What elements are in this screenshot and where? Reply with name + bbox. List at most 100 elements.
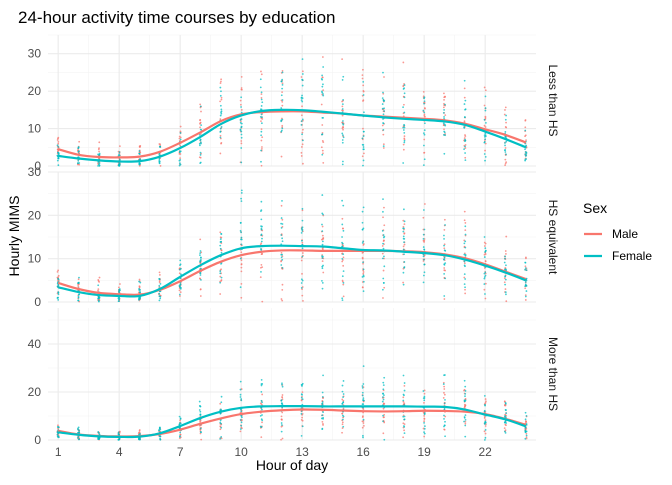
data-point <box>444 103 446 106</box>
data-point <box>463 148 465 151</box>
data-point <box>219 272 222 275</box>
data-point <box>423 415 426 417</box>
data-point <box>342 396 344 398</box>
legend: Sex Male Female <box>583 200 652 263</box>
data-point <box>260 97 263 99</box>
data-point <box>342 281 345 284</box>
data-point <box>504 106 507 109</box>
data-point <box>342 229 345 232</box>
data-point <box>505 235 508 238</box>
data-point <box>524 295 527 298</box>
data-point <box>240 266 243 269</box>
data-point <box>259 86 262 89</box>
data-point <box>281 218 284 221</box>
data-point <box>239 396 242 398</box>
data-point <box>259 78 262 81</box>
data-point <box>321 234 324 237</box>
data-point <box>403 227 405 230</box>
data-point <box>179 419 181 422</box>
data-point <box>280 120 283 123</box>
data-point <box>463 420 465 423</box>
x-tick-label: 16 <box>356 445 370 459</box>
data-point <box>219 425 222 428</box>
data-point <box>301 133 303 136</box>
data-point <box>341 141 344 144</box>
data-point <box>260 134 263 137</box>
data-point <box>505 268 507 271</box>
data-point <box>138 280 140 283</box>
data-point <box>77 150 80 153</box>
data-point <box>342 401 344 404</box>
data-point <box>341 257 344 260</box>
data-point <box>424 115 426 118</box>
data-point <box>403 232 406 235</box>
data-point <box>260 128 263 131</box>
data-point <box>179 157 182 159</box>
data-point <box>361 385 364 387</box>
data-point <box>220 80 222 83</box>
data-point <box>301 143 304 146</box>
panel-3: 0 20 40 More than HS <box>28 308 560 447</box>
data-point <box>382 420 384 423</box>
data-point <box>322 264 324 267</box>
data-point <box>362 135 365 138</box>
data-point <box>179 422 182 425</box>
data-point <box>381 97 384 100</box>
data-point <box>524 153 527 156</box>
data-point <box>179 144 182 147</box>
facet-strip-label: HS equivalent <box>546 200 560 275</box>
data-point <box>300 396 303 399</box>
data-point <box>219 293 222 295</box>
data-point <box>261 414 263 416</box>
data-point <box>321 212 324 215</box>
data-point <box>383 76 385 78</box>
data-point <box>484 403 486 406</box>
data-point <box>300 231 303 234</box>
data-point <box>504 423 507 426</box>
data-point <box>464 144 467 146</box>
data-point <box>423 248 426 251</box>
data-point <box>463 127 466 129</box>
data-point <box>57 291 60 294</box>
data-point <box>443 247 446 250</box>
data-point <box>423 395 426 398</box>
data-point <box>483 423 486 425</box>
data-point <box>240 259 243 262</box>
data-point <box>178 159 181 162</box>
data-point <box>301 393 303 396</box>
data-point <box>219 82 222 85</box>
data-point <box>423 102 425 105</box>
data-point <box>362 271 365 273</box>
data-point <box>483 276 486 278</box>
data-point <box>321 76 324 79</box>
data-point <box>402 106 404 109</box>
data-point <box>281 84 284 86</box>
data-point <box>321 282 324 284</box>
data-point <box>443 128 445 131</box>
data-point <box>361 137 364 140</box>
data-point <box>403 126 406 129</box>
data-point <box>158 299 161 302</box>
data-point <box>504 431 507 434</box>
observation-points <box>56 365 528 441</box>
data-point <box>199 274 202 276</box>
data-point <box>381 107 384 110</box>
data-point <box>342 75 345 78</box>
data-point <box>281 385 284 388</box>
data-point <box>220 401 223 404</box>
data-point <box>525 285 528 287</box>
data-point <box>443 428 446 431</box>
data-point <box>199 122 201 125</box>
data-point <box>362 89 365 92</box>
data-point <box>443 234 445 237</box>
data-point <box>464 147 467 149</box>
data-point <box>300 282 303 284</box>
data-point <box>280 260 282 263</box>
data-point <box>158 145 161 148</box>
data-point <box>219 86 222 89</box>
data-point <box>281 382 283 385</box>
data-point <box>362 272 365 275</box>
data-point <box>464 159 467 162</box>
data-point <box>78 276 80 279</box>
data-point <box>484 242 487 245</box>
